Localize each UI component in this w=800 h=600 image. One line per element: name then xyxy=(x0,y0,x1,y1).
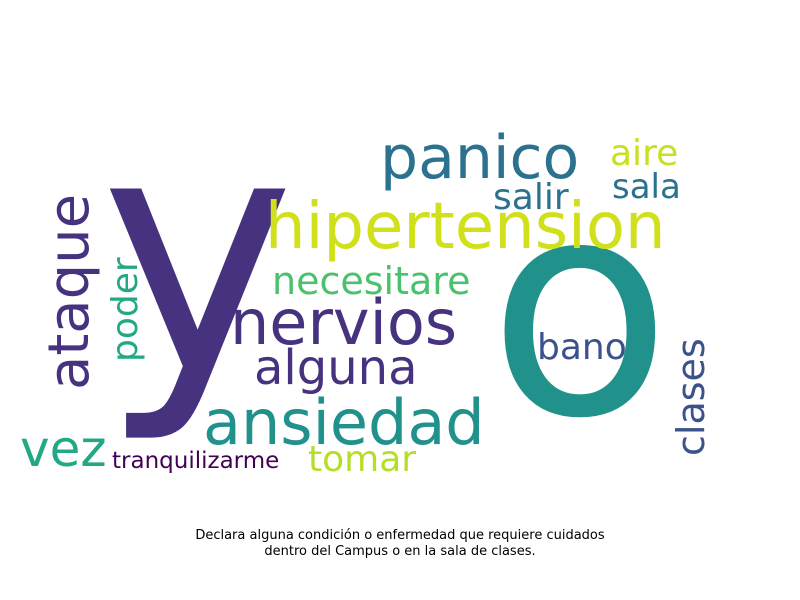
caption-line-1: Declara alguna condición o enfermedad qu… xyxy=(195,528,605,543)
word-vez: vez xyxy=(20,420,107,478)
word-sala: sala xyxy=(612,167,681,207)
word-hipertension: hipertension xyxy=(265,190,666,264)
caption-line-2: dentro del Campus o en la sala de clases… xyxy=(264,544,536,559)
word-clases: clases xyxy=(669,338,713,456)
word-panico: panico xyxy=(380,123,580,193)
word-bano: bano xyxy=(537,327,627,368)
word-necesitare: necesitare xyxy=(272,259,471,303)
word-ataque: ataque xyxy=(37,193,102,390)
word-y: y xyxy=(100,63,296,447)
word-tomar: tomar xyxy=(308,439,417,480)
word-ansiedad: ansiedad xyxy=(203,386,485,459)
word-poder: poder xyxy=(105,257,146,362)
word-tranquilizarme: tranquilizarme xyxy=(112,448,280,474)
word-alguna: alguna xyxy=(254,340,418,396)
figure-caption: Declara alguna condición o enfermedad qu… xyxy=(0,528,800,560)
word-salir: salir xyxy=(493,177,569,218)
word-aire: aire xyxy=(610,133,679,174)
word-nervios: nervios xyxy=(230,286,458,359)
word-o: o xyxy=(488,135,672,484)
